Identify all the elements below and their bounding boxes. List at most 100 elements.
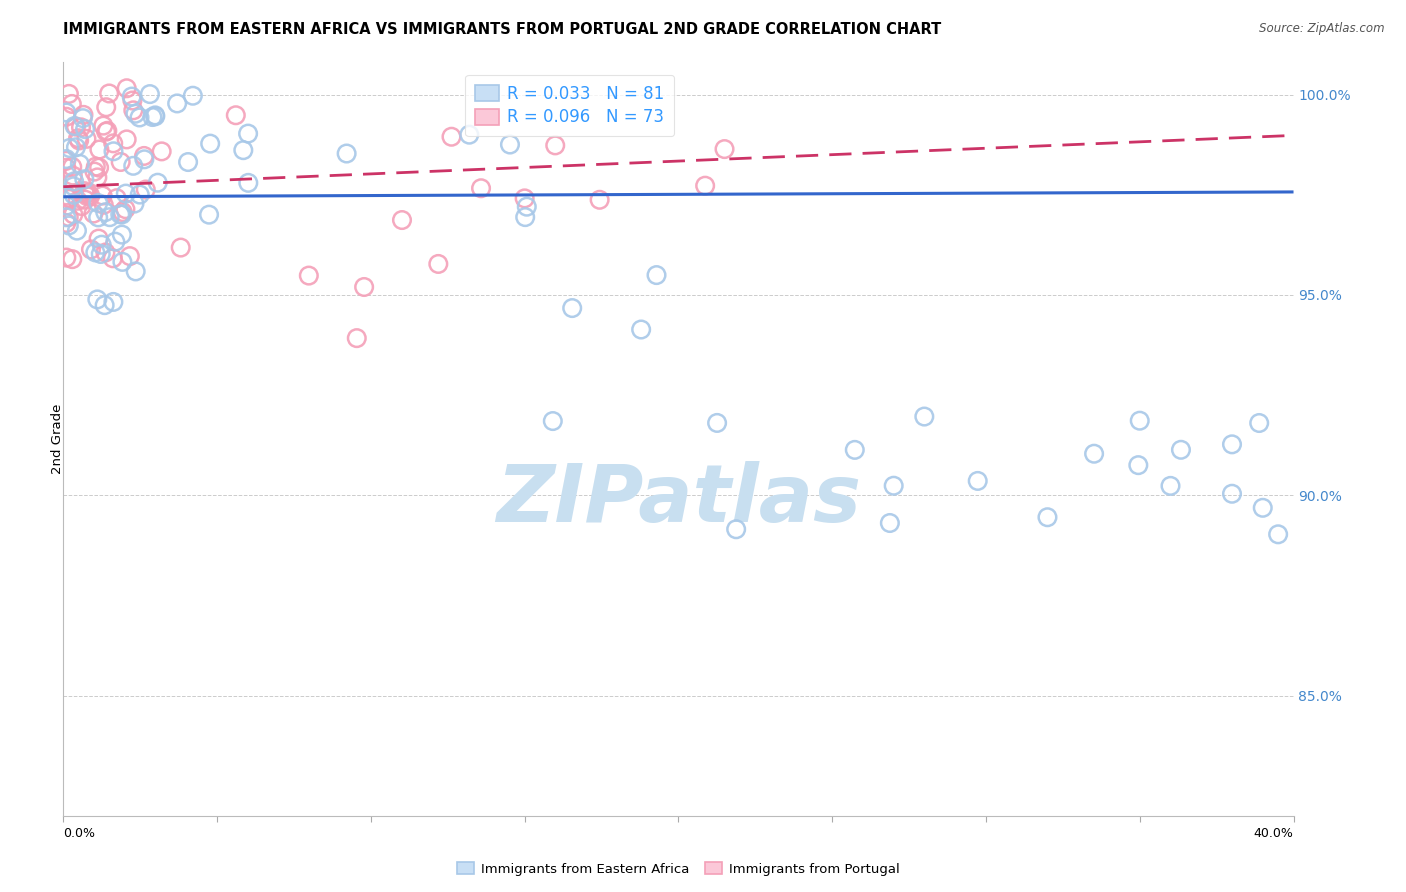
Point <box>75 187 97 202</box>
Point <box>128 111 150 125</box>
Point <box>98 87 121 101</box>
Point <box>879 516 901 530</box>
Point <box>96 124 118 138</box>
Point <box>232 143 254 157</box>
Point <box>63 119 86 133</box>
Point <box>143 109 166 123</box>
Point <box>1220 487 1243 501</box>
Point <box>1159 479 1181 493</box>
Point <box>90 237 112 252</box>
Point <box>346 331 368 345</box>
Point <box>103 294 125 309</box>
Point <box>86 293 108 307</box>
Point <box>1083 447 1105 461</box>
Point <box>111 207 134 221</box>
Point <box>630 322 652 336</box>
Point <box>67 133 90 147</box>
Point <box>76 186 98 200</box>
Legend: Immigrants from Eastern Africa, Immigrants from Portugal: Immigrants from Eastern Africa, Immigran… <box>451 857 905 881</box>
Point <box>1267 527 1289 541</box>
Point <box>912 409 935 424</box>
Point <box>114 186 136 201</box>
Point <box>124 196 146 211</box>
Point <box>1170 442 1192 457</box>
Point <box>115 81 138 95</box>
Point <box>90 247 112 261</box>
Text: 0.0%: 0.0% <box>63 827 96 840</box>
Point <box>55 105 77 120</box>
Point <box>121 89 143 103</box>
Point <box>55 161 77 175</box>
Point <box>62 187 84 202</box>
Point <box>55 211 77 225</box>
Point <box>93 198 115 212</box>
Point <box>58 219 80 233</box>
Point <box>588 193 610 207</box>
Point <box>103 145 125 159</box>
Point <box>70 120 93 135</box>
Point <box>84 245 107 260</box>
Point <box>58 87 80 101</box>
Point <box>76 189 98 203</box>
Text: Source: ZipAtlas.com: Source: ZipAtlas.com <box>1260 22 1385 36</box>
Point <box>141 110 163 124</box>
Point <box>101 252 124 266</box>
Point <box>122 103 145 118</box>
Point <box>104 235 127 249</box>
Point <box>83 164 105 178</box>
Point <box>65 120 87 134</box>
Point <box>236 127 259 141</box>
Point <box>58 210 80 224</box>
Point <box>1128 458 1150 472</box>
Point <box>91 119 114 133</box>
Point <box>118 249 141 263</box>
Point <box>177 155 200 169</box>
Point <box>1251 500 1274 515</box>
Point <box>58 141 80 155</box>
Point <box>139 87 162 101</box>
Point <box>55 152 77 166</box>
Point <box>70 199 93 213</box>
Point <box>94 125 117 139</box>
Point <box>55 216 77 230</box>
Point <box>122 159 145 173</box>
Point <box>108 207 131 221</box>
Point <box>73 172 96 186</box>
Point <box>76 132 98 146</box>
Point <box>66 194 89 208</box>
Point <box>516 200 538 214</box>
Point <box>115 132 138 146</box>
Point <box>66 224 89 238</box>
Point <box>883 479 905 493</box>
Point <box>91 188 114 202</box>
Point <box>146 176 169 190</box>
Point <box>198 208 221 222</box>
Point <box>125 264 148 278</box>
Point <box>55 153 77 168</box>
Point <box>544 138 567 153</box>
Point <box>713 142 735 156</box>
Point <box>96 100 118 114</box>
Point <box>645 268 668 282</box>
Point <box>87 161 110 175</box>
Point <box>706 416 728 430</box>
Point <box>62 207 84 221</box>
Point <box>73 184 96 198</box>
Y-axis label: 2nd Grade: 2nd Grade <box>51 404 65 475</box>
Point <box>541 414 564 428</box>
Point <box>84 160 107 174</box>
Point <box>55 188 77 202</box>
Point <box>336 146 359 161</box>
Point <box>63 174 86 188</box>
Point <box>238 176 260 190</box>
Point <box>111 255 134 269</box>
Point <box>93 298 115 312</box>
Point <box>198 136 221 151</box>
Point <box>60 160 83 174</box>
Point <box>135 182 157 196</box>
Text: ZIPatlas: ZIPatlas <box>496 460 860 539</box>
Point <box>89 143 111 157</box>
Point <box>725 522 748 536</box>
Point <box>391 213 413 227</box>
Point <box>143 108 166 122</box>
